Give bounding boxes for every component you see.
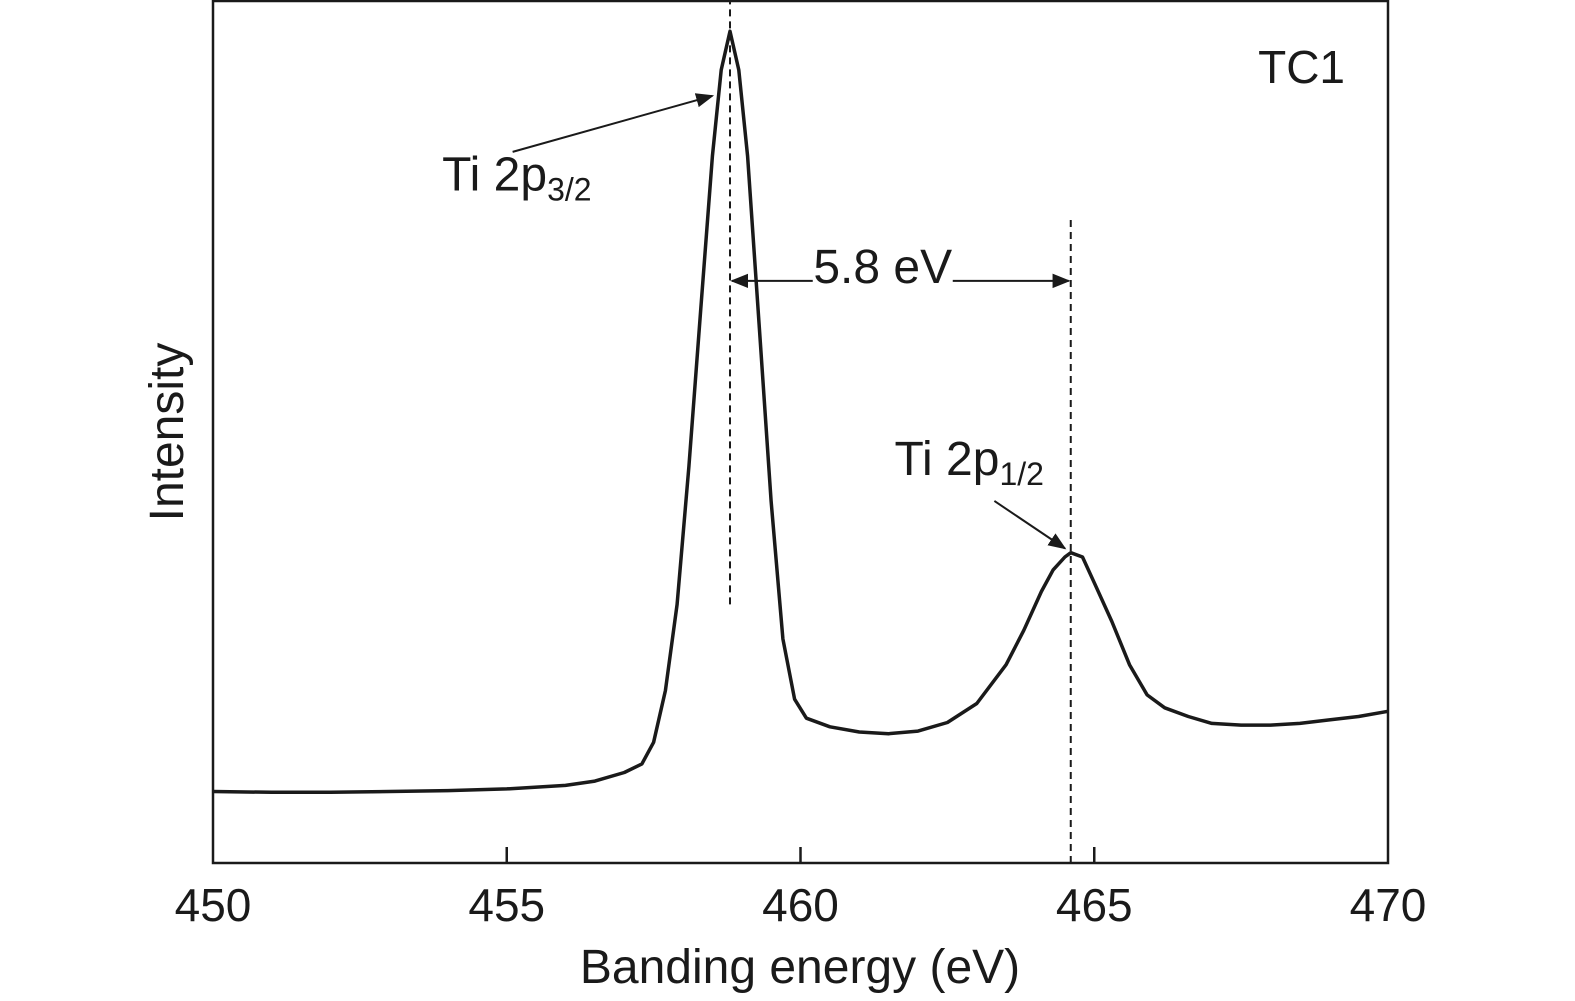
peak-1-2-label-subscript: 1/2 <box>999 456 1043 492</box>
x-axis-tick-labels: 450 455 460 465 470 <box>175 879 1427 931</box>
peak-3-2-label: Ti 2p3/2 <box>442 149 591 208</box>
peak-3-2-label-subscript: 3/2 <box>547 172 591 208</box>
split-label: 5.8 eV <box>813 241 952 294</box>
peak-1-2-label-main: Ti 2p <box>895 433 1000 486</box>
spectrum-line <box>212 29 1389 795</box>
x-tick-label: 470 <box>1350 879 1427 931</box>
peak-3-2-arrow <box>512 93 715 153</box>
x-tick-label: 465 <box>1056 879 1133 931</box>
x-tick-label: 450 <box>175 879 252 931</box>
peak-3-2-label-main: Ti 2p <box>442 149 547 202</box>
peak-1-2-label: Ti 2p1/2 <box>895 433 1044 492</box>
x-tick-label: 460 <box>762 879 839 931</box>
plot-frame <box>211 0 1390 865</box>
peak-1-2-arrow <box>993 500 1067 550</box>
x-tick-label: 455 <box>468 879 545 931</box>
annotations: Ti 2p3/2 Ti 2p1/2 5.8 eV <box>442 93 1071 550</box>
y-axis-label: Intensity <box>141 343 194 522</box>
x-axis-label: Banding energy (eV) <box>580 941 1020 994</box>
reference-lines <box>729 1 1072 863</box>
sample-label: TC1 <box>1258 41 1345 93</box>
x-axis-ticks <box>505 847 1096 863</box>
